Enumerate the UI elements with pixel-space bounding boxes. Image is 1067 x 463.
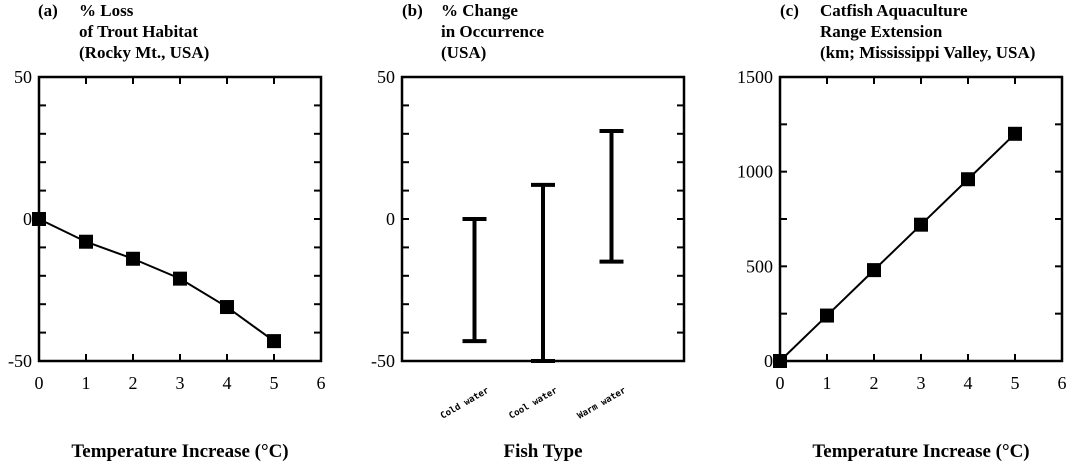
panel-c-x-tick-label: 0 [776,373,785,393]
panel-c-x-tick-label: 1 [823,373,832,393]
panel-b-marks: 50 0 -50 Cold water Cool water Warm water [371,67,684,422]
panel-a-series-line [38,218,275,342]
panel-a-data-point [126,251,140,266]
panel-a-title-line-2: of Trout Habitat [79,22,198,41]
panel-c-y-tick-label: 1500 [737,67,773,87]
panel-a-x-axis-label: Temperature Increase (°C) [71,441,288,462]
panel-a-x-tick-label: 5 [270,373,279,393]
panel-c-data-point [961,172,975,187]
panel-b-category-label: Cool water [508,386,560,422]
panel-b-occurrence-change: (b) % Change in Occurrence (USA) 50 0 -50 C… [371,1,686,462]
panel-c-x-tick-label: 3 [917,373,926,393]
panel-c-x-tick-label: 2 [870,373,879,393]
panel-a-data-point [220,300,234,315]
panel-c-marks: 0 1 2 3 4 5 6 1500 1000 500 0 [737,67,1067,393]
panel-c-title-line-3: (km; Mississippi Valley, USA) [820,43,1035,62]
panel-a-x-tick-label: 6 [317,373,326,393]
panel-c-catfish-range: (c) Catfish Aquaculture Range Extension … [737,1,1067,462]
panel-a-x-tick-label: 0 [35,373,44,393]
panel-a-y-tick-label: -50 [8,351,32,371]
panel-c-y-tick-label: 500 [746,256,773,276]
panel-b-title-line-2: in Occurrence [441,22,545,41]
panel-b-title-line-1: % Change [441,1,518,20]
panel-a-title-line-1: % Loss [79,1,134,20]
panel-b-title-line-3: (USA) [441,43,486,62]
panel-a-y-tick-label: 50 [14,67,32,87]
panel-c-data-point [820,308,834,323]
panel-a-trout-habitat: (a) % Loss of Trout Habitat (Rocky Mt., … [8,1,326,462]
panel-c-x-axis-label: Temperature Increase (°C) [812,441,1029,462]
panel-c-data-point [867,263,881,278]
panel-a-title-line-3: (Rocky Mt., USA) [79,43,209,62]
panel-b-category-label: Warm water [576,386,628,422]
panel-a-x-tick-label: 1 [82,373,91,393]
panel-c-data-point [914,217,928,232]
panel-c-x-tick-label: 4 [964,373,973,393]
panel-a-letter: (a) [38,1,58,20]
panel-c-series-line [779,133,1016,362]
panel-b-y-tick-label: -50 [371,351,395,371]
panel-a-data-point [267,334,281,349]
panel-c-title-line-2: Range Extension [820,22,943,41]
panel-c-data-point [773,354,787,368]
panel-a-y-tick-label: 0 [23,209,32,229]
panel-a-data-point [79,234,93,249]
panel-a-x-tick-label: 3 [176,373,185,393]
panel-a-x-tick-label: 2 [129,373,138,393]
panel-b-category-label: Cold water [439,386,491,422]
panel-c-x-tick-label: 5 [1011,373,1020,393]
panel-c-letter: (c) [780,1,799,20]
panel-c-y-tick-label: 0 [764,351,773,371]
panel-a-data-point [173,271,187,286]
panel-a-frame [37,75,323,363]
panel-c-x-tick-label: 6 [1058,373,1067,393]
panel-b-letter: (b) [402,1,423,20]
panel-c-y-tick-label: 1000 [737,162,773,182]
panel-b-x-axis-label: Fish Type [503,441,582,462]
panel-a-data-point [32,212,46,226]
panel-c-title-line-1: Catfish Aquaculture [820,1,968,20]
panel-b-y-tick-label: 0 [386,209,395,229]
panel-c-data-point [1008,126,1022,141]
panel-b-y-tick-label: 50 [377,67,395,87]
panel-a-x-tick-label: 4 [223,373,232,393]
